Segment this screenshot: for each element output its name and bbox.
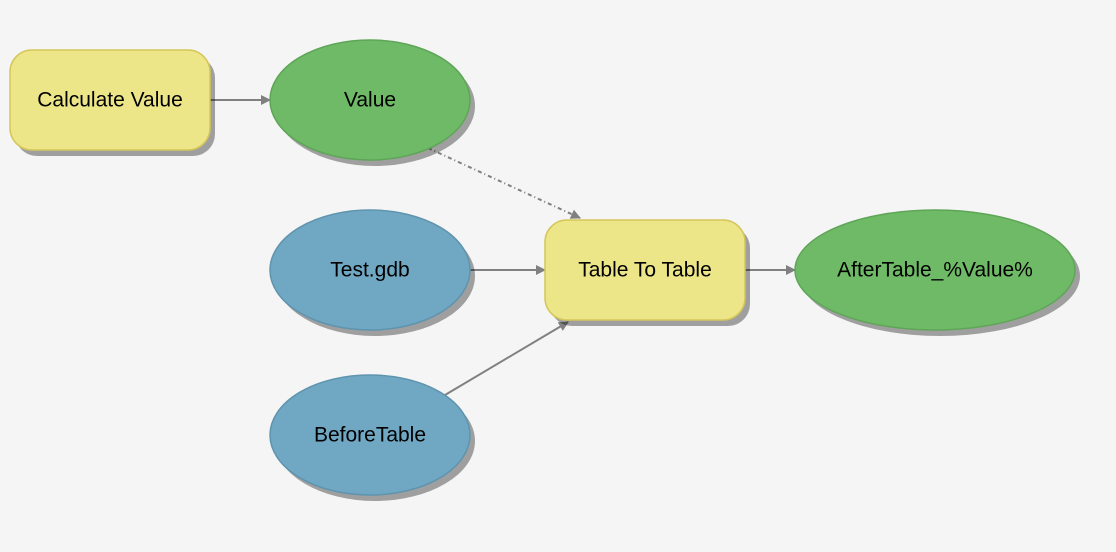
node-label: AfterTable_%Value% — [837, 259, 1033, 282]
nodes-layer: Calculate Value Value Test.gdb BeforeTable T… — [10, 40, 1080, 501]
node-label: BeforeTable — [314, 424, 426, 447]
node-test-gdb[interactable]: Test.gdb — [270, 210, 475, 336]
edge-value-to-table-to-table — [428, 148, 580, 218]
node-label: Test.gdb — [330, 259, 409, 282]
node-table-to-table[interactable]: Table To Table — [545, 220, 750, 326]
node-value[interactable]: Value — [270, 40, 475, 166]
node-label: Calculate Value — [37, 89, 183, 112]
node-calc-value[interactable]: Calculate Value — [10, 50, 215, 156]
node-before-table[interactable]: BeforeTable — [270, 375, 475, 501]
node-after-table[interactable]: AfterTable_%Value% — [795, 210, 1080, 336]
model-builder-diagram: Calculate Value Value Test.gdb BeforeTable T… — [0, 0, 1116, 552]
edge-before-table-to-table-to-table — [445, 322, 568, 395]
node-label: Table To Table — [578, 259, 712, 282]
node-label: Value — [344, 89, 396, 112]
